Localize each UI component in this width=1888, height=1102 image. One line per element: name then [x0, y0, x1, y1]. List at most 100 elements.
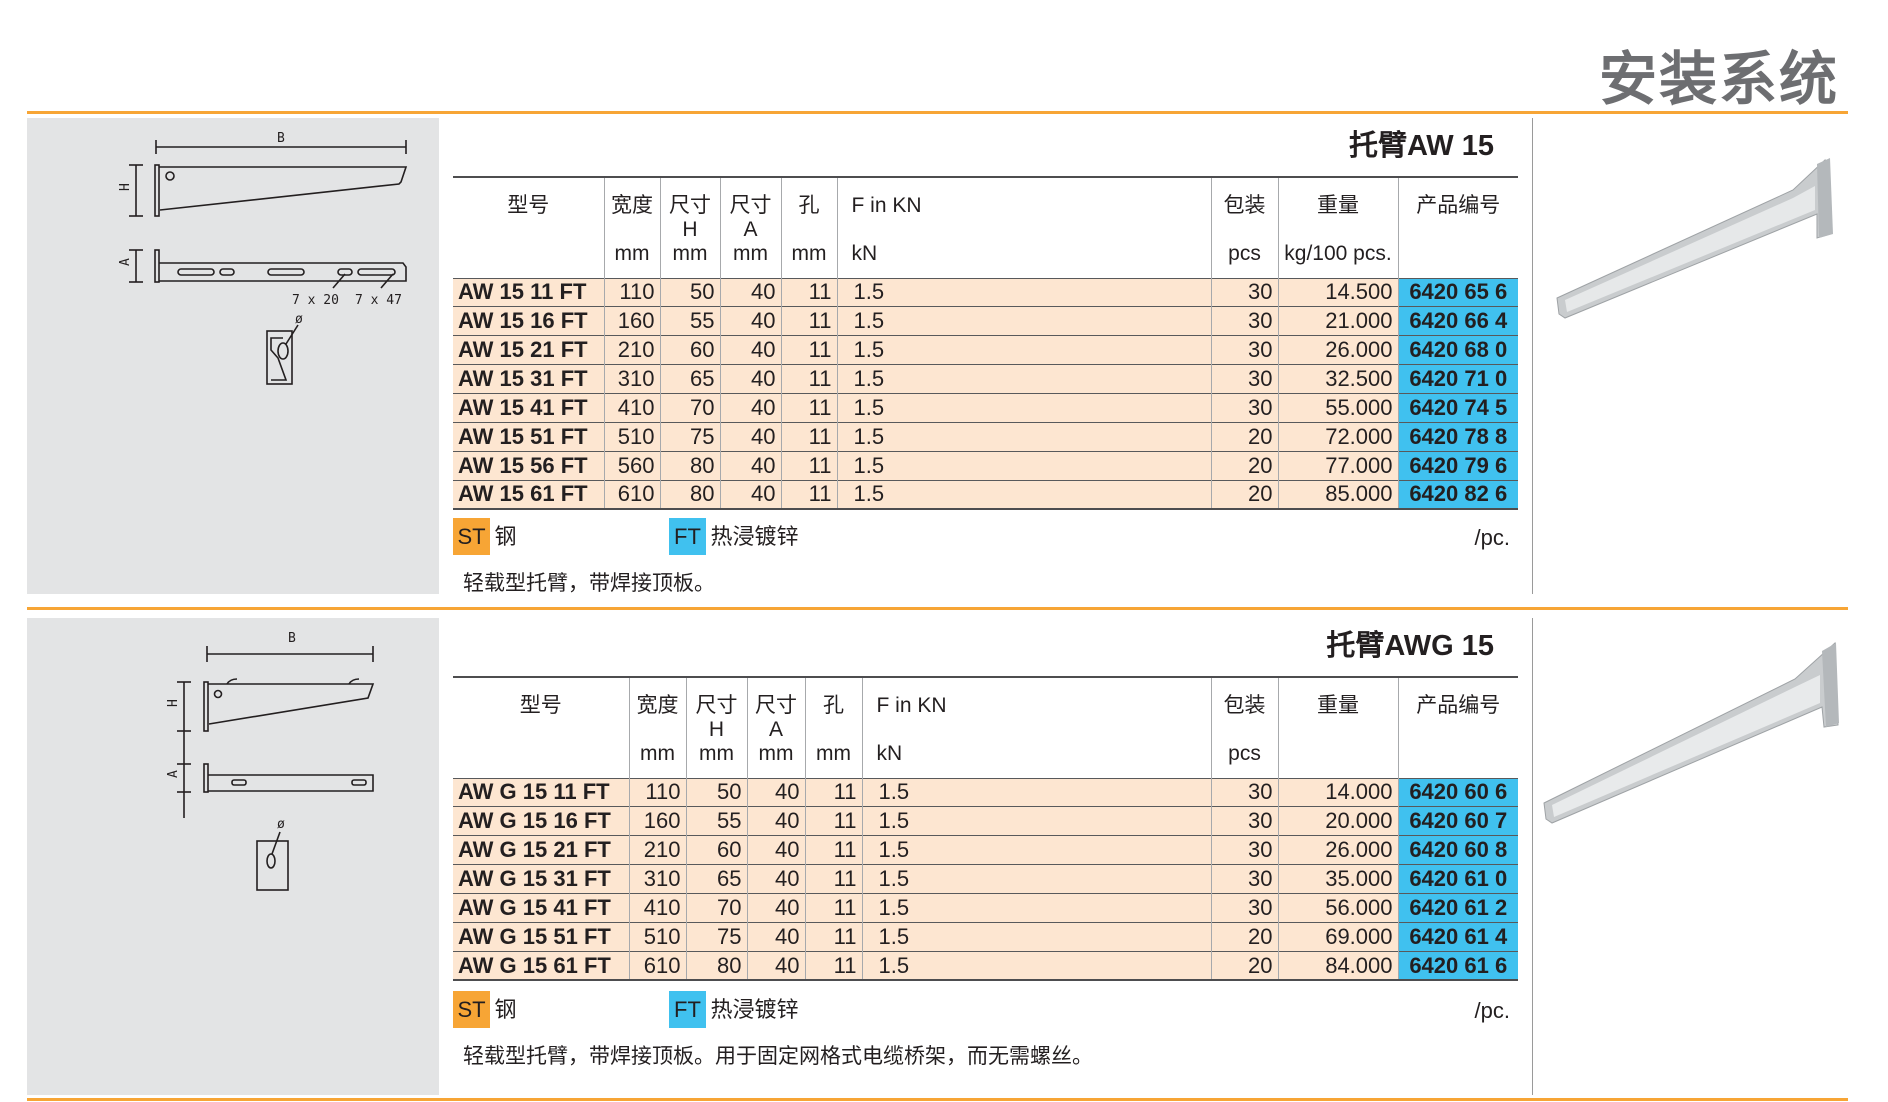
cell-product-code: 6420 82 6 [1397, 480, 1518, 510]
product-photo-awg15 [1543, 641, 1839, 824]
technical-drawing-aw15: B H A 7 x 20 7 x 47 ø [118, 131, 408, 385]
description: 轻载型托臂，带焊接顶板。用于固定网格式电缆桥架，而无需螺丝。 [463, 1045, 1093, 1068]
cell-weight: 84.000 [1277, 951, 1398, 981]
cell-pack: 20 [1210, 951, 1278, 981]
header-line [453, 742, 629, 766]
drawing-panel-awg15: B H A ø [27, 618, 439, 1095]
cell-width: 610 [628, 951, 686, 981]
header-line [1399, 718, 1519, 742]
cell-pack: 20 [1210, 422, 1278, 452]
table-row: AW 15 51 FT 510 75 40 11 1.5 20 72.000 6420 78 8 [453, 422, 1518, 452]
header-line [877, 718, 1211, 742]
drawing-panel-aw15: B H A 7 x 20 7 x 47 ø [27, 118, 439, 594]
divider [1532, 118, 1533, 594]
cell-weight: 72.000 [1277, 422, 1398, 452]
cell-weight: 32.500 [1277, 364, 1398, 394]
header-line: H [708, 718, 725, 741]
cell-dim-a: 40 [746, 922, 805, 952]
cell-model: AW 15 56 FT [458, 452, 588, 478]
cell-product-code: 6420 61 6 [1397, 951, 1518, 981]
header-line: 包装 [1223, 694, 1266, 717]
header-line: mm [614, 242, 650, 265]
cell-pack: 30 [1210, 864, 1278, 894]
table-row: AW G 15 11 FT 110 50 40 11 1.5 30 14.000 6420 60… [453, 778, 1518, 807]
cell-model: AW G 15 51 FT [458, 923, 611, 949]
cell-hole: 11 [804, 951, 862, 981]
ft-label: 热浸镀锌 [710, 524, 799, 549]
cell-height-h: 70 [659, 393, 720, 423]
table-row: AW G 15 41 FT 410 70 40 11 1.5 30 56.000 6420 61… [453, 893, 1518, 923]
header-line: 重量 [1317, 694, 1359, 717]
cell-width: 410 [603, 393, 660, 423]
header-line [1399, 242, 1519, 266]
cell-pack: 30 [1210, 893, 1278, 923]
header-line: 尺寸 [669, 194, 711, 217]
cell-product-code: 6420 60 8 [1397, 835, 1518, 865]
cell-model: AW 15 41 FT [458, 395, 588, 420]
diameter-label: ø [277, 817, 285, 832]
cell-product-code: 6420 60 6 [1397, 778, 1518, 807]
header-line [1399, 742, 1519, 766]
table-row: AW G 15 31 FT 310 65 40 11 1.5 30 35.000 6420 61… [453, 864, 1518, 894]
cell-load: 1.5 [836, 422, 1211, 452]
cell-pack: 30 [1210, 335, 1278, 365]
ft-label: 热浸镀锌 [710, 997, 799, 1022]
divider [1532, 618, 1533, 1095]
column-header-pack: 包装 pcs [1210, 677, 1278, 778]
cell-load: 1.5 [836, 393, 1211, 423]
cell-dim-a: 40 [719, 278, 781, 307]
cell-weight: 35.000 [1277, 864, 1398, 894]
st-label: 钢 [494, 524, 517, 549]
header-line [1279, 218, 1398, 242]
cell-pack: 20 [1210, 480, 1278, 510]
table-row: AW 15 16 FT 160 55 40 11 1.5 30 21.000 6420 66 4 [453, 306, 1518, 336]
cell-dim-a: 40 [719, 480, 781, 510]
cell-hole: 11 [780, 335, 837, 365]
legend-ft: FT 热浸镀锌 [669, 991, 798, 1028]
header-line [1212, 218, 1278, 242]
cell-product-code: 6420 61 0 [1397, 864, 1518, 894]
header-line [852, 218, 1211, 242]
cell-load: 1.5 [836, 364, 1211, 394]
header-line: A [743, 218, 758, 241]
cell-load: 1.5 [861, 864, 1211, 894]
cell-hole: 11 [804, 835, 862, 865]
table-row: AW 15 61 FT 610 80 40 11 1.5 20 85.000 6420 82 6 [453, 480, 1518, 510]
cell-width: 160 [628, 806, 686, 836]
header-line: 宽度 [611, 194, 653, 217]
header-line: pcs [1228, 242, 1261, 265]
cell-product-code: 6420 61 2 [1397, 893, 1518, 923]
header-line: F in KN [876, 694, 947, 717]
cell-width: 510 [603, 422, 660, 452]
cell-product-code: 6420 60 7 [1397, 806, 1518, 836]
cell-weight: 69.000 [1277, 922, 1398, 952]
header-line [1399, 218, 1519, 242]
cell-model: AW 15 16 FT [458, 308, 588, 334]
header-line: H [682, 218, 698, 241]
column-header-model: 型号 [453, 677, 629, 778]
cell-dim-a: 40 [719, 364, 781, 394]
cell-height-h: 55 [685, 806, 747, 836]
cell-hole: 11 [804, 893, 862, 923]
column-header-product-code: 产品编号 [1397, 177, 1519, 278]
header-line: mm [640, 742, 675, 765]
cell-pack: 20 [1210, 451, 1278, 481]
section-title: 托臂AW 15 [1348, 130, 1494, 162]
cell-dim-a: 40 [746, 864, 805, 894]
cell-model: AW 15 21 FT [458, 337, 588, 363]
cell-hole: 11 [780, 393, 837, 423]
cell-pack: 30 [1210, 364, 1278, 394]
diameter-label: ø [295, 312, 303, 327]
column-header-width: 宽度 mm [628, 677, 686, 778]
cell-model: AW G 15 41 FT [458, 895, 611, 920]
header-line: mm [758, 742, 794, 765]
section-title: 托臂AWG 15 [1326, 630, 1494, 662]
cell-pack: 30 [1210, 393, 1278, 423]
slot-label-2: 7 x 47 [355, 293, 402, 308]
cell-dim-a: 40 [719, 393, 781, 423]
cell-hole: 11 [780, 278, 837, 307]
